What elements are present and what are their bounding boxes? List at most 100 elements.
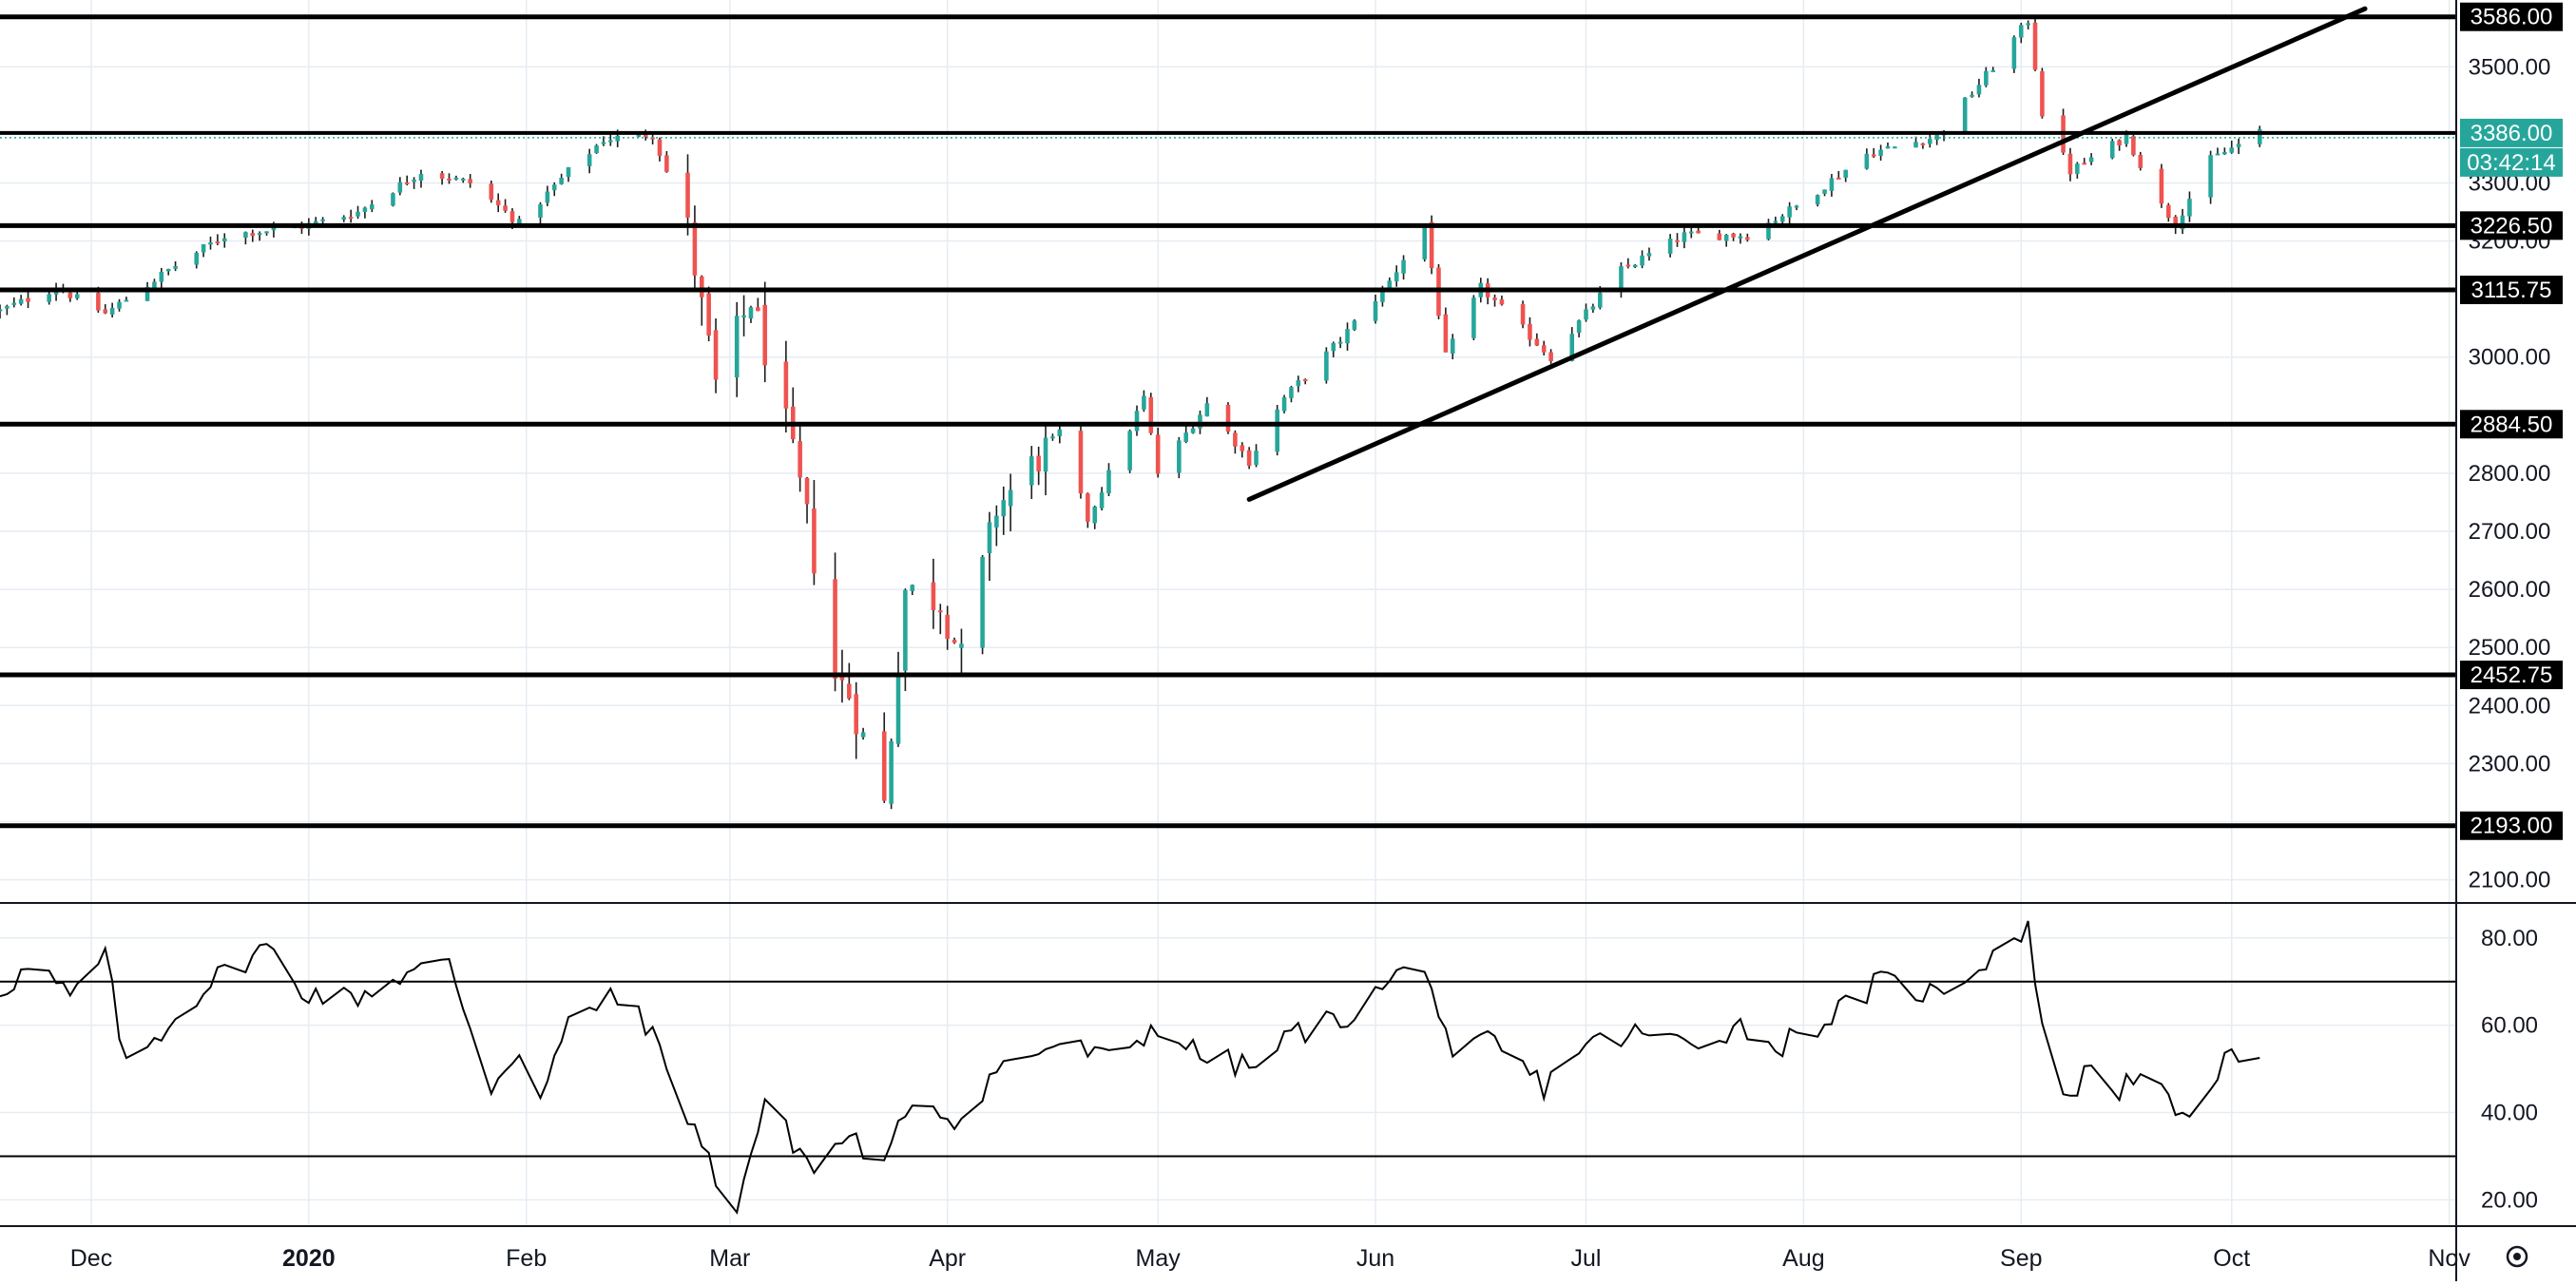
- candle-body[interactable]: [243, 232, 248, 238]
- candle-body[interactable]: [1225, 404, 1231, 432]
- candle-body[interactable]: [910, 585, 915, 591]
- candle-body[interactable]: [2032, 22, 2038, 70]
- candle-body[interactable]: [1675, 240, 1680, 242]
- candle-body[interactable]: [1619, 266, 1624, 293]
- candle-body[interactable]: [854, 694, 858, 735]
- candle-body[interactable]: [1450, 338, 1455, 354]
- candle-body[interactable]: [2215, 153, 2220, 156]
- candle-body[interactable]: [1177, 440, 1182, 473]
- candle-body[interactable]: [447, 178, 452, 181]
- candle-body[interactable]: [418, 174, 424, 181]
- candle-body[interactable]: [1422, 223, 1428, 259]
- oscillator-line[interactable]: [0, 920, 2260, 1215]
- candle-body[interactable]: [833, 579, 837, 679]
- candle-body[interactable]: [208, 242, 213, 245]
- candle-body[interactable]: [586, 154, 592, 166]
- candle-body[interactable]: [11, 302, 17, 305]
- candle-body[interactable]: [1086, 493, 1090, 522]
- candle-body[interactable]: [980, 556, 985, 648]
- candle-body[interactable]: [489, 183, 494, 200]
- candle-body[interactable]: [1794, 205, 1799, 208]
- candle-body[interactable]: [1829, 178, 1835, 191]
- candle-body[interactable]: [952, 640, 957, 643]
- candle-body[interactable]: [1773, 221, 1778, 223]
- candle-body[interactable]: [1254, 451, 1259, 466]
- candle-body[interactable]: [987, 522, 992, 554]
- settings-icon[interactable]: [2506, 1245, 2528, 1268]
- candle-body[interactable]: [1148, 396, 1154, 433]
- candle-body[interactable]: [1028, 456, 1034, 486]
- candle-body[interactable]: [1843, 169, 1848, 178]
- candle-body[interactable]: [356, 211, 360, 217]
- candle-body[interactable]: [74, 294, 80, 298]
- candle-body[interactable]: [1183, 432, 1188, 442]
- candle-body[interactable]: [2187, 199, 2192, 217]
- candle-body[interactable]: [103, 309, 108, 314]
- candle-body[interactable]: [96, 293, 101, 311]
- candle-body[interactable]: [404, 182, 410, 184]
- candle-body[interactable]: [509, 211, 515, 222]
- candle-body[interactable]: [152, 281, 157, 288]
- candle-body[interactable]: [2173, 216, 2178, 228]
- candle-body[interactable]: [5, 305, 10, 309]
- candle-body[interactable]: [931, 582, 936, 611]
- candle-body[interactable]: [1281, 396, 1287, 412]
- candle-body[interactable]: [2067, 153, 2073, 175]
- candle-body[interactable]: [2180, 215, 2185, 230]
- candle-body[interactable]: [545, 191, 550, 203]
- candle-body[interactable]: [994, 515, 999, 528]
- candle-body[interactable]: [517, 219, 522, 224]
- candle-body[interactable]: [250, 233, 256, 237]
- candle-body[interactable]: [2138, 155, 2143, 168]
- candle-body[interactable]: [1401, 259, 1406, 274]
- candle-body[interactable]: [0, 309, 3, 312]
- candle-body[interactable]: [2257, 128, 2262, 144]
- candle-body[interactable]: [1429, 221, 1434, 269]
- candle-body[interactable]: [1387, 280, 1393, 289]
- candle-body[interactable]: [370, 204, 375, 210]
- candle-body[interactable]: [2208, 155, 2213, 198]
- candle-body[interactable]: [1380, 287, 1385, 302]
- candle-body[interactable]: [503, 205, 508, 211]
- candle-body[interactable]: [1878, 149, 1883, 156]
- candle-body[interactable]: [1499, 298, 1505, 305]
- candle-body[interactable]: [538, 204, 543, 218]
- candle-body[interactable]: [1738, 236, 1743, 239]
- candle-body[interactable]: [271, 227, 277, 231]
- candle-body[interactable]: [47, 294, 51, 302]
- candle-body[interactable]: [783, 361, 789, 409]
- candle-body[interactable]: [2159, 168, 2164, 204]
- candle-body[interactable]: [685, 172, 690, 218]
- candle-body[interactable]: [1976, 85, 1982, 95]
- candle-body[interactable]: [559, 178, 564, 184]
- candle-body[interactable]: [889, 740, 894, 804]
- candle-body[interactable]: [1190, 428, 1196, 433]
- candle-body[interactable]: [1640, 255, 1644, 266]
- candle-body[interactable]: [439, 173, 445, 179]
- candle-body[interactable]: [699, 276, 704, 298]
- candle-body[interactable]: [1043, 437, 1048, 472]
- candle-body[interactable]: [1934, 134, 1939, 140]
- candle-body[interactable]: [608, 140, 613, 143]
- candle-body[interactable]: [348, 217, 354, 220]
- candle-body[interactable]: [2117, 140, 2122, 145]
- candle-body[interactable]: [2018, 25, 2024, 38]
- candle-body[interactable]: [109, 307, 115, 315]
- candle-body[interactable]: [1688, 231, 1694, 234]
- candle-body[interactable]: [1541, 345, 1547, 353]
- candle-body[interactable]: [341, 217, 347, 221]
- candle-body[interactable]: [1198, 414, 1202, 429]
- candle-body[interactable]: [2229, 147, 2235, 153]
- candle-body[interactable]: [1885, 145, 1891, 149]
- candle-body[interactable]: [1296, 380, 1301, 387]
- candle-body[interactable]: [468, 179, 472, 183]
- candle-body[interactable]: [847, 683, 852, 699]
- candle-body[interactable]: [643, 133, 648, 138]
- trendline-group[interactable]: [1246, 6, 2368, 502]
- candle-body[interactable]: [221, 238, 227, 242]
- candle-body[interactable]: [1492, 298, 1497, 300]
- candle-body[interactable]: [2109, 141, 2115, 159]
- candle-body[interactable]: [165, 268, 171, 272]
- candle-body[interactable]: [215, 241, 221, 244]
- candle-body[interactable]: [1127, 431, 1132, 470]
